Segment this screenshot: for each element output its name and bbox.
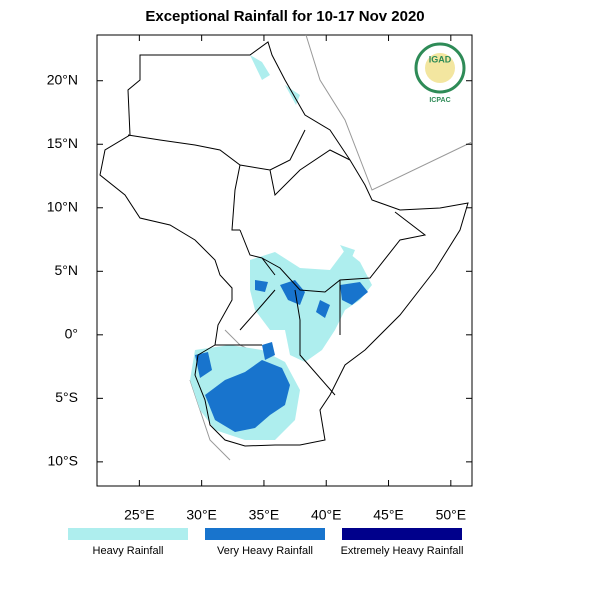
neighbour-border	[305, 34, 473, 191]
y-tick-label: 20°N	[47, 71, 78, 87]
logo-inner	[425, 53, 455, 83]
x-tick-label: 40°E	[311, 507, 342, 523]
axis-ticks: 25°E 30°E 35°E 40°E 45°E 50°E 20°N 15°N 10°N 5°N 0…	[47, 35, 472, 523]
x-tick-label: 50°E	[436, 507, 467, 523]
country-border	[127, 129, 427, 396]
legend-label: Extremely Heavy Rainfall	[341, 545, 464, 557]
x-tick-label: 30°E	[186, 507, 217, 523]
heavy-rainfall	[250, 55, 355, 262]
legend-label: Very Heavy Rainfall	[217, 545, 313, 557]
country-border	[231, 164, 241, 231]
logo: IGAD ICPAC	[414, 42, 466, 104]
very-heavy-rainfall	[205, 360, 290, 432]
rainfall-patches	[190, 55, 372, 440]
logo-text: IGAD	[429, 54, 452, 64]
y-tick-label: 15°N	[47, 135, 78, 151]
legend-swatch	[68, 528, 188, 540]
legend-swatch	[205, 528, 325, 540]
legend-label: Heavy Rainfall	[93, 545, 164, 557]
x-tick-label: 25°E	[124, 507, 155, 523]
y-tick-label: 10°N	[47, 198, 78, 214]
very-heavy-rainfall	[195, 342, 275, 378]
y-tick-label: 0°	[65, 326, 78, 342]
legend: Heavy Rainfall Very Heavy Rainfall Extreme…	[68, 528, 463, 557]
x-tick-label: 45°E	[373, 507, 404, 523]
y-tick-label: 5°N	[55, 262, 79, 278]
map-title: Exceptional Rainfall for 10-17 Nov 2020	[145, 8, 424, 25]
legend-swatch	[342, 528, 462, 540]
y-tick-label: 10°S	[47, 453, 78, 469]
region-outline	[99, 41, 469, 447]
very-heavy-rainfall	[255, 280, 368, 318]
x-tick-label: 35°E	[249, 507, 280, 523]
logo-caption: ICPAC	[429, 97, 450, 104]
map-area	[96, 34, 473, 487]
heavy-rainfall	[250, 250, 372, 362]
y-tick-label: 5°S	[55, 389, 78, 405]
